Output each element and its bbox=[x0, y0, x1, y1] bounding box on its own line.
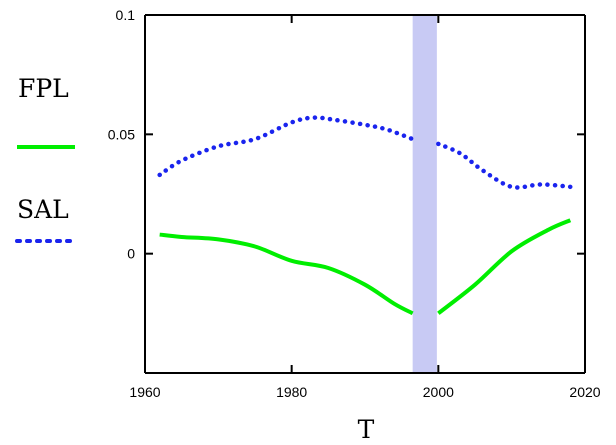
series-line-sal-1 bbox=[157, 115, 415, 178]
x-axis-label: T bbox=[358, 415, 375, 444]
y-tick-label-0: 0 bbox=[127, 246, 135, 262]
series-line-sal-2 bbox=[436, 141, 573, 190]
plot-background bbox=[145, 15, 585, 373]
series-line-fpl-2 bbox=[437, 218, 572, 315]
highlight-band bbox=[412, 15, 437, 373]
legend-label-sal: SAL bbox=[17, 195, 69, 224]
legend-label-fpl: FPL bbox=[18, 74, 69, 103]
x-tick-label-1960: 1960 bbox=[129, 384, 160, 400]
y-tick-label-0.05: 0.05 bbox=[108, 126, 135, 142]
y-tick-label-0.1: 0.1 bbox=[116, 7, 136, 23]
x-tick-label-2020: 2020 bbox=[569, 384, 600, 400]
series-line-fpl-1 bbox=[159, 232, 414, 316]
x-tick-label-1980: 1980 bbox=[276, 384, 307, 400]
x-tick-label-2000: 2000 bbox=[423, 384, 454, 400]
